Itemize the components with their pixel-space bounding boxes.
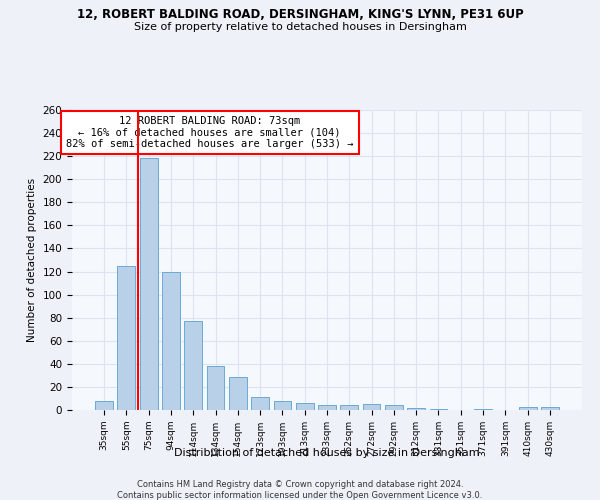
Bar (95, 401, 113, 410)
Bar (162, 272, 180, 410)
Bar (541, 406, 559, 410)
Y-axis label: Number of detached properties: Number of detached properties (27, 178, 37, 342)
Bar (407, 408, 425, 410)
Bar (340, 406, 358, 410)
Bar (140, 158, 158, 410)
Bar (296, 403, 314, 410)
Bar (518, 406, 536, 410)
Text: Contains public sector information licensed under the Open Government Licence v3: Contains public sector information licen… (118, 491, 482, 500)
Text: Distribution of detached houses by size in Dersingham: Distribution of detached houses by size … (174, 448, 480, 458)
Text: Size of property relative to detached houses in Dersingham: Size of property relative to detached ho… (134, 22, 466, 32)
Bar (430, 409, 448, 410)
Bar (318, 406, 336, 410)
Text: 12 ROBERT BALDING ROAD: 73sqm
← 16% of detached houses are smaller (104)
82% of : 12 ROBERT BALDING ROAD: 73sqm ← 16% of d… (66, 116, 353, 149)
Bar (118, 266, 136, 410)
Bar (184, 321, 202, 410)
Bar (362, 404, 380, 410)
Bar (229, 376, 247, 410)
Bar (206, 366, 224, 410)
Bar (474, 409, 492, 410)
Text: Contains HM Land Registry data © Crown copyright and database right 2024.: Contains HM Land Registry data © Crown c… (137, 480, 463, 489)
Bar (385, 406, 403, 410)
Bar (251, 398, 269, 410)
Text: 12, ROBERT BALDING ROAD, DERSINGHAM, KING'S LYNN, PE31 6UP: 12, ROBERT BALDING ROAD, DERSINGHAM, KIN… (77, 8, 523, 20)
Bar (274, 401, 292, 410)
